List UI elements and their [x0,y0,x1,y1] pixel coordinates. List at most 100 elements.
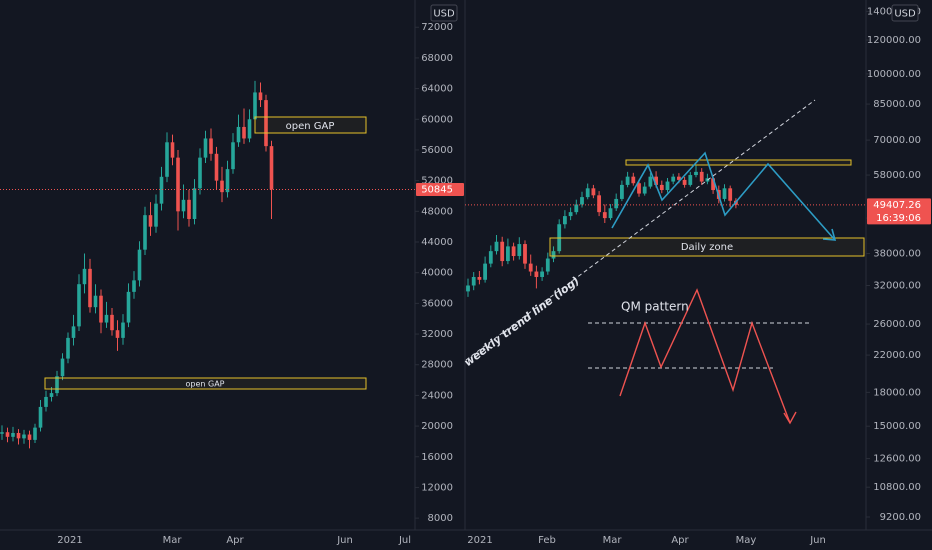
candle-body [574,204,579,213]
candle-body [214,153,219,181]
candle-body [93,295,98,308]
candle-body [154,203,158,227]
candle-body [159,176,164,204]
y-tick-label: 24000 [421,390,453,401]
candle-body [597,195,601,213]
candle-body [534,271,539,277]
trend-line [465,99,816,361]
y-tick-label: 22000.00 [873,350,921,361]
y-tick-label: 58000.00 [873,170,921,181]
candle-body [608,208,613,219]
annotation: QM pattern [621,300,689,314]
y-tick-label: 40000 [421,268,453,279]
candle-body [477,276,482,280]
annotation: Daily zone [681,242,733,253]
candle-body [148,215,153,227]
candle-body [143,215,147,250]
candle-body [688,175,693,185]
zone-box [625,159,852,166]
candle-body [483,263,487,280]
y-tick-label: 85000.00 [873,99,921,110]
candle-body [523,244,527,264]
candle-body [540,271,544,277]
candle-body [677,176,681,180]
candle-body [614,198,619,209]
candle-body [209,138,213,154]
y-tick-label: 26000.00 [873,319,921,330]
x-tick-label: Mar [163,535,183,546]
y-tick-label: 120000.00 [867,35,921,46]
candle-body [99,295,103,323]
candle-body [5,432,10,437]
y-tick-label: 18000.00 [873,387,921,398]
candle-body [0,432,4,434]
candle-body [33,427,37,440]
candle-body [258,92,263,101]
y-tick-label: 12600.00 [873,454,921,465]
candle-body [27,434,32,440]
candle-body [187,199,191,219]
x-tick-label: Apr [671,535,689,546]
candle-body [471,276,476,286]
y-tick-label: 52000 [421,176,453,187]
candle-body [49,393,54,397]
candle-body [137,249,142,281]
candle-body [132,280,136,292]
candle-body [642,186,647,194]
last-price-label: 49407.26 [873,200,921,211]
candle-body [269,146,274,190]
x-tick-label: May [736,535,757,546]
candle-body [176,157,180,212]
y-tick-label: 64000 [421,84,453,95]
candle-body [506,246,510,262]
candle-body [528,263,533,272]
y-tick-label: 32000 [421,329,453,340]
y-tick-label: 12000 [421,482,453,493]
candle-body [66,337,70,359]
candle-body [225,169,230,193]
y-tick-label: 100000.00 [867,69,921,80]
candle-body [711,178,715,191]
candle-body [728,188,733,201]
candle-body [654,176,658,185]
x-tick-label: Mar [603,535,623,546]
zone-box [254,116,367,134]
y-tick-label: 72000 [421,22,453,33]
currency-box [430,4,458,22]
y-tick-label: 60000 [421,114,453,125]
arrow-head [822,228,837,241]
candle-body [264,100,268,147]
candle-body [60,358,65,377]
candle-body [181,199,186,212]
candle-body [631,176,636,184]
qm-path [619,288,791,424]
zone-box [44,377,367,390]
candle-body [242,126,246,139]
y-tick-label: 68000 [421,53,453,64]
candle-body [659,184,664,191]
candle-body [110,314,114,331]
x-tick-label: Jul [398,535,411,546]
candle-body [231,142,235,170]
candle-body [591,188,596,196]
last-price-label: 50845 [421,185,453,196]
y-tick-label: 44000 [421,237,453,248]
y-tick-label: 9200.00 [880,512,921,523]
currency-label: USD [433,9,455,20]
projection-path [611,151,836,241]
candle-body [671,176,676,182]
y-tick-label: 32000.00 [873,280,921,291]
currency-box [891,4,919,22]
y-tick-label: 70000.00 [873,135,921,146]
candle-body [699,171,704,182]
candle-body [170,142,175,158]
candle-body [625,176,630,185]
candle-body [220,180,224,193]
candle-body [585,188,590,198]
annotation: open GAP [185,380,224,389]
candle-body [203,138,208,158]
y-tick-label: 16000 [421,452,453,463]
currency-label: USD [894,9,916,20]
candle-body [71,326,76,338]
